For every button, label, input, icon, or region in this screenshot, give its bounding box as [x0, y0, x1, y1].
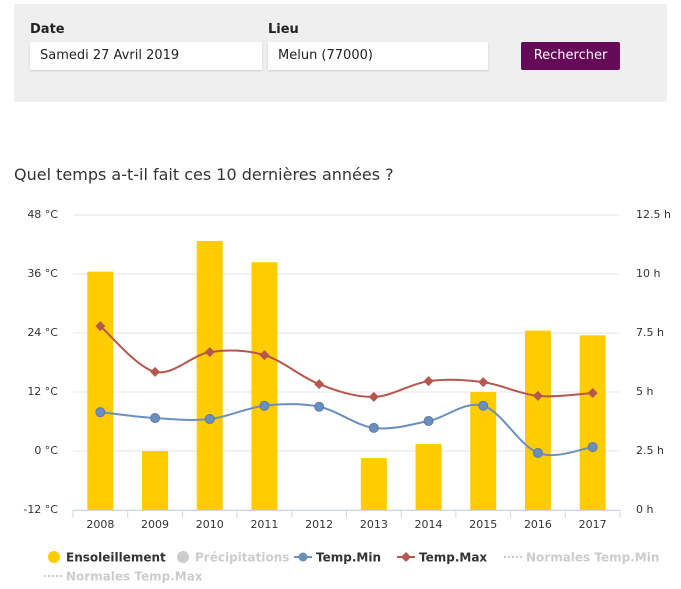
line [100, 403, 593, 457]
legend-label[interactable]: Temp.Max [419, 551, 487, 565]
x-tick-label: 2008 [86, 518, 114, 531]
line-marker [259, 400, 270, 411]
legend-symbol [298, 552, 308, 562]
line-marker [204, 347, 215, 358]
x-tick-label: 2009 [141, 518, 169, 531]
legend-symbol [401, 552, 411, 562]
y2-tick-label: 2.5 h [636, 444, 664, 457]
line-marker [587, 387, 598, 398]
y2-tick-label: 12.5 h [636, 208, 671, 221]
x-tick-label: 2017 [579, 518, 607, 531]
bar [251, 262, 278, 510]
line-marker [150, 366, 161, 377]
date-label: Date [30, 22, 65, 37]
x-tick-label: 2012 [305, 518, 333, 531]
legend-label[interactable]: Temp.Min [316, 551, 381, 565]
y2-tick-label: 0 h [636, 503, 653, 516]
bar [470, 392, 497, 510]
line-marker [259, 350, 270, 361]
place-input[interactable]: Melun (77000) [268, 42, 488, 70]
y-tick-label: 48 °C [27, 208, 58, 221]
legend-symbol [177, 551, 189, 563]
line-marker [532, 390, 543, 401]
x-tick-label: 2013 [360, 518, 388, 531]
x-tick-label: 2011 [250, 518, 278, 531]
x-tick-label: 2015 [469, 518, 497, 531]
line-marker [150, 413, 161, 424]
line-marker [423, 376, 434, 387]
bar [579, 335, 606, 510]
y2-tick-label: 10 h [636, 267, 660, 280]
bar [87, 271, 114, 510]
y-tick-label: 12 °C [27, 385, 58, 398]
line-marker [478, 400, 489, 411]
line-marker [204, 414, 215, 425]
place-label: Lieu [268, 22, 299, 37]
line-marker [532, 447, 543, 458]
bar [524, 330, 551, 510]
y-tick-label: 0 °C [34, 444, 58, 457]
line-marker [368, 422, 379, 433]
legend-label[interactable]: Normales Temp.Min [526, 551, 659, 565]
legend-symbol [48, 551, 60, 563]
line-marker [423, 416, 434, 427]
y2-tick-label: 7.5 h [636, 326, 664, 339]
y-tick-label: 24 °C [27, 326, 58, 339]
line-marker [478, 377, 489, 388]
x-tick-label: 2010 [196, 518, 224, 531]
legend-label[interactable]: Ensoleillement [66, 551, 166, 565]
x-tick-label: 2014 [415, 518, 443, 531]
legend-label[interactable]: Normales Temp.Max [66, 570, 203, 584]
line-marker [587, 442, 598, 453]
y2-tick-label: 5 h [636, 385, 653, 398]
x-tick-label: 2016 [524, 518, 552, 531]
legend-label[interactable]: Précipitations [195, 551, 289, 565]
bar [142, 451, 169, 510]
bar [196, 240, 223, 510]
y-tick-label: -12 °C [23, 503, 58, 516]
search-button[interactable]: Rechercher [521, 42, 620, 70]
bar [360, 458, 387, 510]
line-marker [368, 391, 379, 402]
line-marker [314, 401, 325, 412]
line-marker [314, 379, 325, 390]
line-marker [95, 407, 106, 418]
line [99, 325, 593, 398]
y-tick-label: 36 °C [27, 267, 58, 280]
bar [415, 443, 442, 510]
line-marker [95, 321, 106, 332]
date-input[interactable]: Samedi 27 Avril 2019 [30, 42, 262, 70]
chart-title: Quel temps a-t-il fait ces 10 dernières … [14, 165, 394, 184]
